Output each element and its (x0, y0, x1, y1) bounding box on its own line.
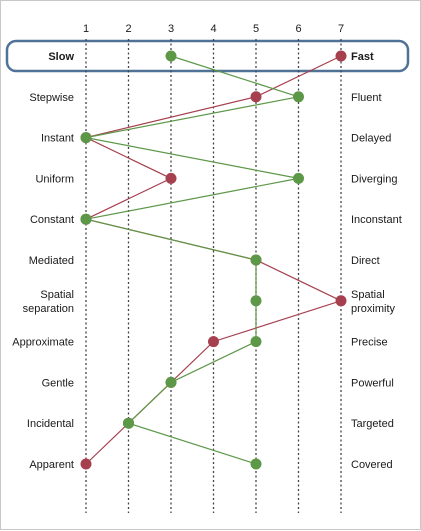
row-left-label: Uniform (35, 173, 74, 185)
row-right-label: Delayed (351, 133, 391, 145)
data-point (335, 50, 347, 62)
data-point (165, 50, 177, 62)
x-tick-label: 5 (253, 23, 259, 35)
x-tick-label: 7 (338, 23, 344, 35)
row-left-label: Stepwise (29, 92, 74, 104)
data-point (250, 458, 262, 470)
x-tick-label: 3 (168, 23, 174, 35)
data-point (165, 172, 177, 184)
row-right-label: Fast (351, 51, 374, 63)
row-left-label: Gentle (42, 377, 74, 389)
row-right-label: Inconstant (351, 214, 402, 226)
row-right-label: Spatial proximity (351, 289, 396, 315)
highlight-box (5, 39, 410, 73)
data-point (250, 91, 262, 103)
data-point (80, 458, 92, 470)
x-tick-label: 2 (125, 23, 131, 35)
row-right-label: Fluent (351, 92, 382, 104)
row-right-label: Powerful (351, 377, 394, 389)
row-right-label: Covered (351, 459, 393, 471)
row-left-label: Approximate (12, 337, 74, 349)
row-left-label: Spatial separation (23, 289, 74, 315)
row-right-label: Diverging (351, 173, 397, 185)
row-left-label: Slow (48, 51, 74, 63)
data-point (250, 254, 262, 266)
row-left-label: Apparent (29, 459, 74, 471)
row-left-label: Mediated (29, 255, 74, 267)
row-right-label: Targeted (351, 418, 394, 430)
data-point (293, 91, 304, 103)
row-left-label: Instant (41, 133, 74, 145)
data-point (123, 417, 134, 429)
data-point (80, 132, 92, 144)
x-tick-label: 6 (295, 23, 301, 35)
data-point (250, 295, 262, 307)
data-point (165, 376, 177, 388)
data-point (80, 213, 92, 225)
x-tick-label: 1 (83, 23, 89, 35)
x-tick-label: 4 (210, 23, 216, 35)
row-right-label: Direct (351, 255, 380, 267)
data-point (208, 336, 219, 348)
row-left-label: Incidental (27, 418, 74, 430)
data-point (293, 172, 304, 184)
series-line (85, 55, 299, 465)
data-point (250, 336, 262, 348)
data-point (335, 295, 347, 307)
row-left-label: Constant (30, 214, 74, 226)
row-right-label: Precise (351, 337, 388, 349)
